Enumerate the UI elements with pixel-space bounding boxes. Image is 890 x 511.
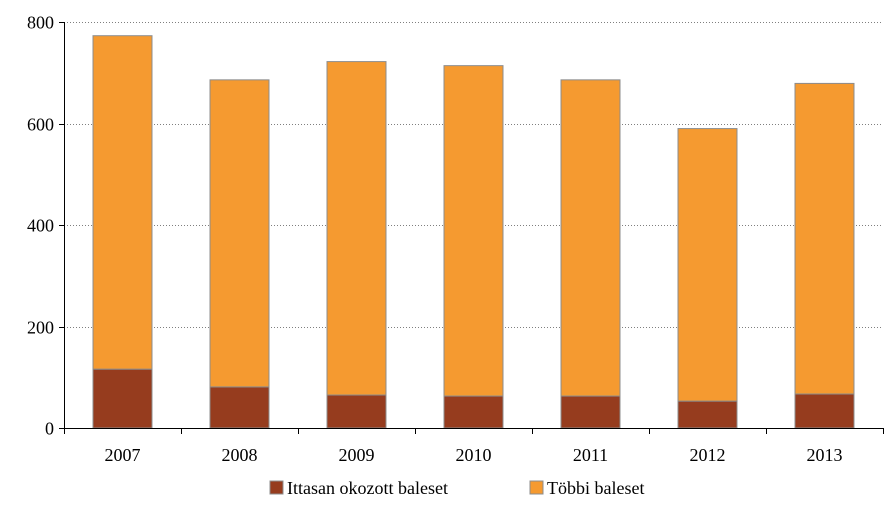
y-tick-label-400: 400 <box>27 216 54 236</box>
bar-2013-series-1 <box>794 393 855 429</box>
x-tick-label-2007: 2007 <box>105 445 141 465</box>
x-tick-label-2012: 2012 <box>690 445 726 465</box>
bar-2011-series-1 <box>560 395 621 429</box>
bar-2012-series-1 <box>677 400 738 429</box>
bar-2008-series-1 <box>209 386 270 429</box>
y-tick-label-800: 800 <box>27 13 54 33</box>
x-tick-label-2010: 2010 <box>456 445 492 465</box>
bar-2009-series-2 <box>326 61 387 396</box>
bar-2010-series-1 <box>443 395 504 429</box>
axes: 0 200 400 600 800 2007 2008 2009 2010 2011 2012 201… <box>27 13 884 465</box>
legend-swatch-2 <box>529 480 544 495</box>
bars <box>92 35 855 429</box>
legend-label-2: Többi baleset <box>547 478 644 498</box>
bar-2011-series-2 <box>560 79 621 397</box>
x-tick-label-2008: 2008 <box>222 445 258 465</box>
bar-2012-series-2 <box>677 128 738 402</box>
x-tick-label-2013: 2013 <box>807 445 843 465</box>
legend-swatch-1 <box>269 480 284 495</box>
y-tick-label-0: 0 <box>45 419 54 439</box>
y-tick-label-600: 600 <box>27 115 54 135</box>
legend-label-1: Ittasan okozott baleset <box>287 478 448 498</box>
bar-2013-series-2 <box>794 82 855 395</box>
bar-2009-series-1 <box>326 394 387 429</box>
bar-2008-series-2 <box>209 79 270 388</box>
bar-2007-series-1 <box>92 368 153 429</box>
bar-2007-series-2 <box>92 35 153 370</box>
legend: Ittasan okozott baleset Többi baleset <box>269 478 644 498</box>
x-tick-label-2009: 2009 <box>339 445 375 465</box>
x-tick-label-2011: 2011 <box>573 445 608 465</box>
y-tick-label-200: 200 <box>27 318 54 338</box>
bar-2010-series-2 <box>443 65 504 397</box>
